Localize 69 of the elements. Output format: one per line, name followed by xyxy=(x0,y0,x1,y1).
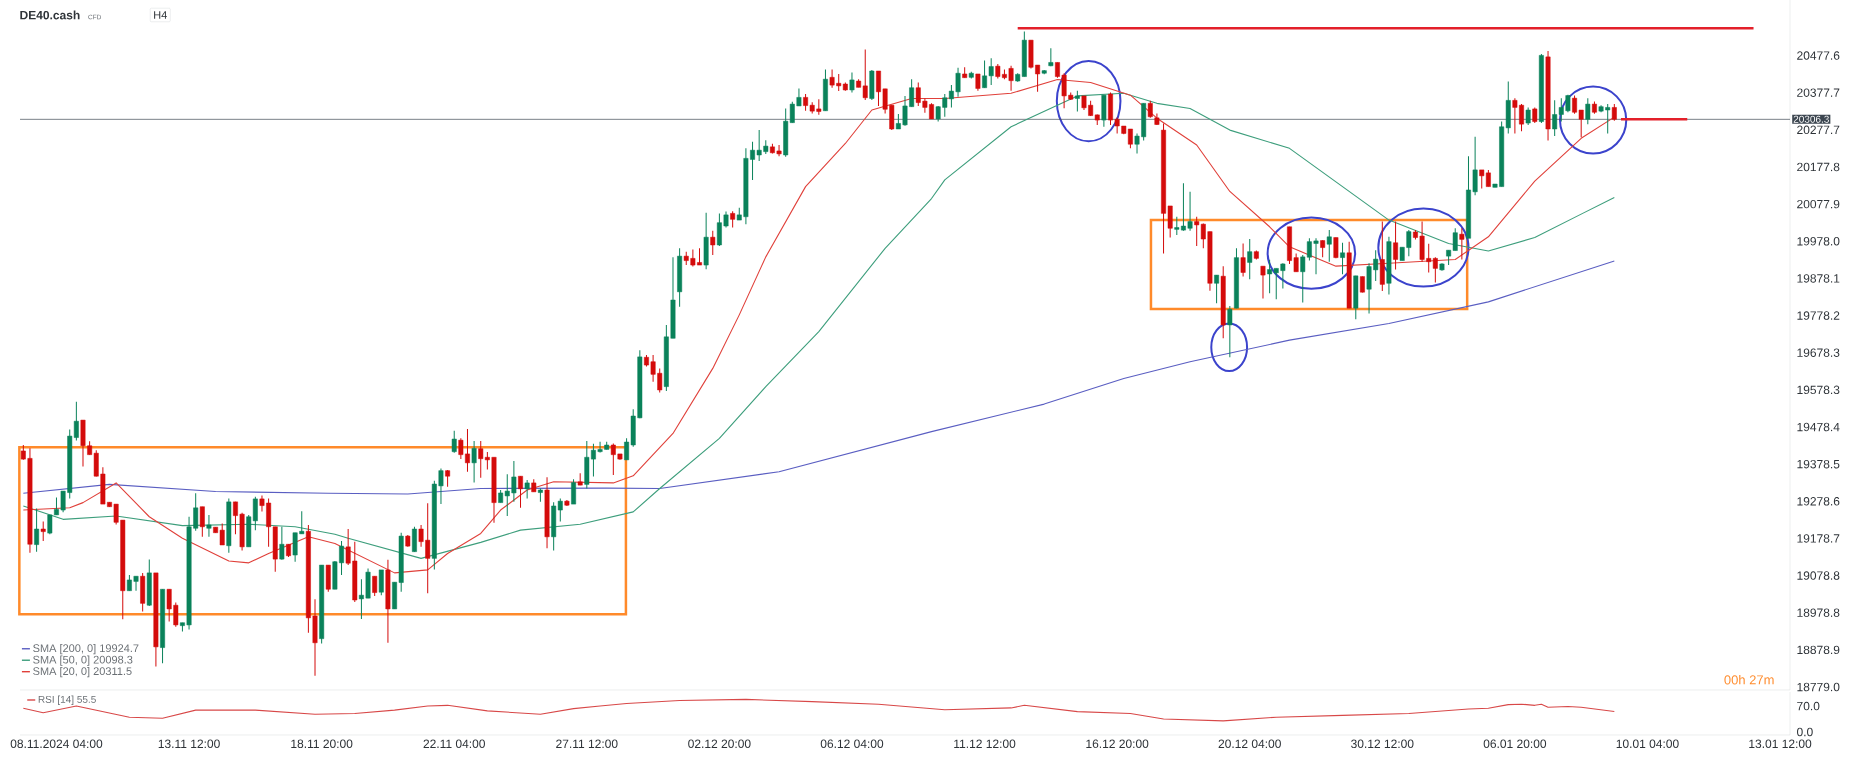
candlestick xyxy=(518,475,523,509)
x-tick-label: 13.01 12:00 xyxy=(1749,739,1812,749)
candlestick xyxy=(1214,274,1220,304)
legend-label: SMA [20, 0] 20311.5 xyxy=(33,666,132,678)
x-tick-label: 20.12 04:00 xyxy=(1218,739,1281,749)
ref-line-label: 20306.3 xyxy=(1793,115,1829,123)
line-series xyxy=(22,260,1615,495)
y-tick-label: 20277.7 xyxy=(1797,125,1840,135)
candlestick xyxy=(1393,221,1398,271)
candlestick xyxy=(206,514,212,538)
candlestick xyxy=(378,569,384,596)
y-tick-label: 20177.8 xyxy=(1797,162,1840,172)
x-tick-label: 13.11 12:00 xyxy=(158,739,220,749)
y-tick-label: 0.0 xyxy=(1797,727,1813,737)
candlestick xyxy=(1227,305,1233,358)
x-tick-label: 27.11 12:00 xyxy=(556,739,618,749)
x-tick-label: 22.11 04:00 xyxy=(423,739,485,749)
y-tick-label: 18779.0 xyxy=(1797,682,1840,692)
candlestick xyxy=(199,506,205,538)
candlestick xyxy=(412,526,417,553)
candlestick xyxy=(34,508,40,553)
candlestick xyxy=(40,521,46,542)
candlestick xyxy=(1459,227,1465,260)
candlestick xyxy=(1260,265,1266,300)
y-tick-label: 18978.8 xyxy=(1797,608,1840,617)
y-tick-label: 19878.1 xyxy=(1797,274,1840,283)
y-tick-label: 19678.3 xyxy=(1797,348,1840,357)
y-tick-label: 19278.6 xyxy=(1797,497,1840,506)
candlestick xyxy=(279,526,285,561)
legend-label: SMA [200, 0] 19924.7 xyxy=(33,644,139,655)
y-tick-label: 19578.3 xyxy=(1797,385,1840,395)
candlestick xyxy=(571,478,576,505)
candlestick xyxy=(1326,229,1332,263)
x-tick-label: 08.11.2024 04:00 xyxy=(10,739,103,749)
x-tick-label: 06.01 20:00 xyxy=(1483,739,1547,749)
y-tick-label: 20477.6 xyxy=(1797,51,1840,60)
y-tick-label: 19378.5 xyxy=(1797,459,1840,469)
y-tick-label: 19478.4 xyxy=(1797,422,1840,432)
candlestick xyxy=(1247,238,1253,280)
x-tick-label: 02.12 20:00 xyxy=(688,739,751,749)
y-tick-label: 70.0 xyxy=(1797,701,1820,711)
candlestick xyxy=(710,230,716,256)
x-tick-label: 18.11 20:00 xyxy=(291,739,353,749)
candlestick xyxy=(1340,242,1345,275)
candlestick xyxy=(1240,242,1246,278)
candlestick xyxy=(849,71,855,94)
text: DE40.cash xyxy=(20,10,80,20)
candlestick xyxy=(1074,90,1080,113)
x-tick-label: 06.12 04:00 xyxy=(820,739,884,749)
candlestick xyxy=(372,575,378,597)
annotation: 00h 27m xyxy=(1724,674,1774,685)
candlestick xyxy=(471,440,477,484)
candlestick xyxy=(524,479,530,500)
x-tick-label: 11.12 12:00 xyxy=(954,739,1016,749)
y-tick-label: 20077.9 xyxy=(1797,199,1840,209)
x-tick-label: 16.12 20:00 xyxy=(1086,739,1149,749)
y-tick-label: 20377.7 xyxy=(1797,88,1840,97)
legend-label: SMA [50, 0] 20098.3 xyxy=(33,655,133,666)
y-tick-label: 18878.9 xyxy=(1797,645,1840,655)
legend-label: RSI [14] 55.5 xyxy=(38,695,96,705)
y-tick-label: 19978.0 xyxy=(1797,237,1840,246)
annotation: H4 xyxy=(154,11,167,19)
y-tick-label: 19778.2 xyxy=(1797,311,1840,320)
x-tick-label: 30.12 12:00 xyxy=(1351,739,1414,749)
y-tick-label: 19178.7 xyxy=(1797,534,1840,543)
x-tick-label: 10.01 04:00 xyxy=(1616,739,1679,749)
candlestick xyxy=(451,430,457,454)
y-tick-label: 19078.8 xyxy=(1797,571,1840,580)
candlestick xyxy=(1585,97,1591,125)
